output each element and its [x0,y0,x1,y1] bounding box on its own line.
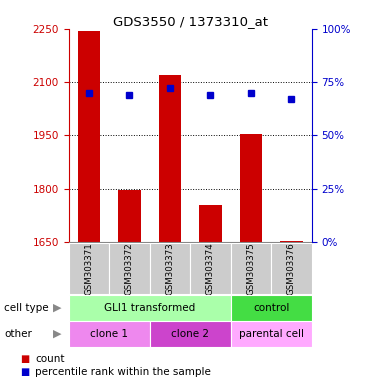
Text: GSM303375: GSM303375 [246,242,255,295]
Text: GLI1 transformed: GLI1 transformed [104,303,195,313]
Bar [69,295,231,321]
Text: GSM303371: GSM303371 [84,242,93,295]
Text: ■: ■ [20,367,30,377]
Bar [78,31,100,242]
Text: ■: ■ [20,354,30,364]
Text: cell type: cell type [4,303,49,313]
Text: clone 1: clone 1 [90,329,128,339]
Text: other: other [4,329,32,339]
Bar [69,321,150,347]
Bar [150,243,190,294]
Bar [118,190,141,242]
Text: GSM303372: GSM303372 [125,242,134,295]
Bar [150,321,231,347]
Text: GSM303376: GSM303376 [287,242,296,295]
Text: control: control [253,303,289,313]
Title: GDS3550 / 1373310_at: GDS3550 / 1373310_at [113,15,267,28]
Text: GSM303373: GSM303373 [165,242,174,295]
Bar [231,321,312,347]
Text: parental cell: parental cell [239,329,303,339]
Bar [199,205,221,242]
Bar [69,243,109,294]
Text: percentile rank within the sample: percentile rank within the sample [35,367,211,377]
Bar [240,134,262,242]
Text: ▶: ▶ [53,303,62,313]
Bar [109,243,150,294]
Bar [190,243,231,294]
Bar [231,243,271,294]
Bar [280,241,302,242]
Text: clone 2: clone 2 [171,329,209,339]
Text: count: count [35,354,65,364]
Text: ▶: ▶ [53,329,62,339]
Bar [159,75,181,242]
Bar [271,243,312,294]
Bar [231,295,312,321]
Text: GSM303374: GSM303374 [206,242,215,295]
